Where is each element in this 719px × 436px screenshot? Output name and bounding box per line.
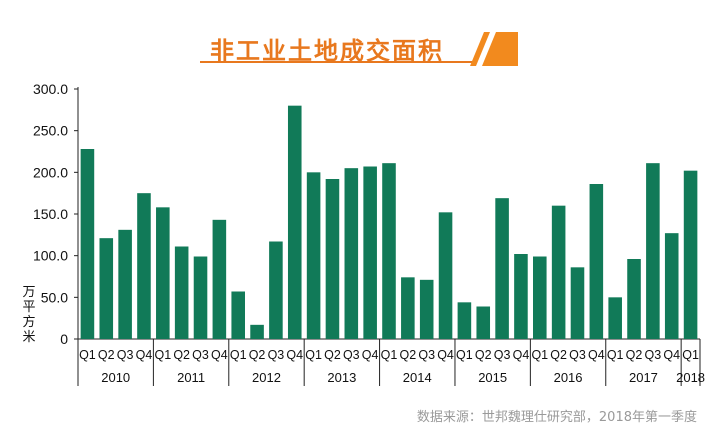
bar (231, 291, 245, 339)
x-tick-label: Q1 (230, 348, 247, 362)
x-tick-label: Q2 (324, 348, 341, 362)
y-tick-label: 50.0 (41, 289, 68, 305)
x-tick-label: Q3 (268, 348, 285, 362)
bar (137, 193, 151, 339)
y-tick-label: 200.0 (33, 164, 68, 180)
x-tick-label: Q4 (286, 348, 303, 362)
y-axis-ticks: 0 50.0 100.0 150.0 200.0 250.0 300.0 (33, 81, 78, 347)
x-tick-label: Q3 (117, 348, 134, 362)
bar (99, 238, 114, 339)
x-tick-label: Q1 (682, 348, 699, 362)
y-tick-label: 300.0 (33, 81, 68, 97)
bar (570, 267, 585, 339)
year-label: 2012 (252, 370, 281, 385)
x-tick-label: Q1 (531, 348, 548, 362)
bar (646, 163, 660, 339)
x-tick-label: Q1 (154, 348, 171, 362)
y-tick-label: 150.0 (33, 206, 68, 222)
bar (325, 179, 340, 339)
x-tick-label: Q3 (645, 348, 662, 362)
bar (533, 256, 547, 339)
y-tick-label: 0 (60, 331, 68, 347)
x-tick-label: Q3 (569, 348, 586, 362)
bar (419, 279, 434, 339)
bar (156, 207, 170, 339)
y-axis-label-char: 方 (22, 314, 35, 330)
x-tick-label: Q2 (475, 348, 492, 362)
bar (250, 324, 264, 339)
bar (401, 277, 415, 339)
y-tick-label: 100.0 (33, 248, 68, 264)
y-axis-label-char: 平 (22, 300, 35, 315)
bar (287, 105, 302, 339)
x-tick-label: Q3 (418, 348, 435, 362)
bar (438, 212, 453, 339)
bar (589, 184, 604, 339)
x-tick-label: Q2 (173, 348, 190, 362)
bar (174, 246, 189, 339)
title-decoration-icon (470, 32, 518, 66)
bar (664, 233, 679, 339)
y-tick-label: 250.0 (33, 123, 68, 139)
x-tick-label: Q2 (98, 348, 115, 362)
x-tick-label: Q1 (456, 348, 473, 362)
bar (457, 302, 472, 339)
y-axis-label-char: 米 (22, 330, 35, 345)
chart-title: 非工业土地成交面积 (210, 37, 444, 65)
x-tick-label: Q4 (513, 348, 530, 362)
year-label: 2010 (101, 370, 130, 385)
title-decoration-stripe (476, 32, 496, 66)
year-label: 2015 (478, 370, 507, 385)
bar (193, 256, 208, 339)
bar (306, 172, 321, 339)
x-tick-label: Q2 (249, 348, 266, 362)
year-label: 2017 (629, 370, 658, 385)
bar (118, 229, 132, 339)
x-tick-label: Q4 (211, 348, 228, 362)
bar (495, 198, 509, 339)
x-tick-label: Q4 (136, 348, 153, 362)
bar (608, 297, 622, 339)
bar (269, 241, 283, 339)
x-tick-label: Q3 (494, 348, 511, 362)
title-underline (200, 61, 518, 63)
bar (212, 219, 227, 339)
bar (80, 149, 95, 339)
x-tick-label: Q1 (381, 348, 398, 362)
data-source-note: 数据来源：世邦魏理仕研究部，2018年第一季度 (416, 410, 697, 425)
x-tick-label: Q1 (79, 348, 96, 362)
x-tick-label: Q4 (437, 348, 454, 362)
year-label: 2014 (403, 370, 432, 385)
x-tick-label: Q4 (663, 348, 680, 362)
bar (627, 259, 641, 339)
bar (683, 170, 698, 339)
bar (476, 306, 491, 339)
bar (514, 254, 528, 339)
x-tick-label: Q3 (343, 348, 360, 362)
bar (382, 163, 396, 339)
year-label: 2011 (177, 370, 205, 385)
bar (551, 205, 566, 339)
x-tick-label: Q1 (305, 348, 322, 362)
x-axis-labels: Q1 Q2 Q3 Q4 Q1 Q2 Q3 Q4 Q1 Q2 Q3 Q4 Q1 Q2 Q3 Q4 Q1 Q2 Q3 Q4… (79, 348, 705, 385)
x-tick-label: Q3 (192, 348, 209, 362)
year-label: 2013 (327, 370, 356, 385)
x-tick-label: Q4 (588, 348, 605, 362)
y-axis-label-char: 万 (22, 285, 35, 300)
year-label: 2016 (554, 370, 583, 385)
year-label: 2018 (676, 370, 705, 385)
x-tick-label: Q4 (362, 348, 379, 362)
chart-title-block: 非工业土地成交面积 (200, 28, 518, 66)
bar (344, 168, 359, 339)
bar-series (80, 105, 698, 339)
x-tick-label: Q1 (607, 348, 624, 362)
bar (363, 166, 377, 339)
x-tick-label: Q2 (550, 348, 567, 362)
x-tick-label: Q2 (400, 348, 417, 362)
x-tick-label: Q2 (626, 348, 643, 362)
